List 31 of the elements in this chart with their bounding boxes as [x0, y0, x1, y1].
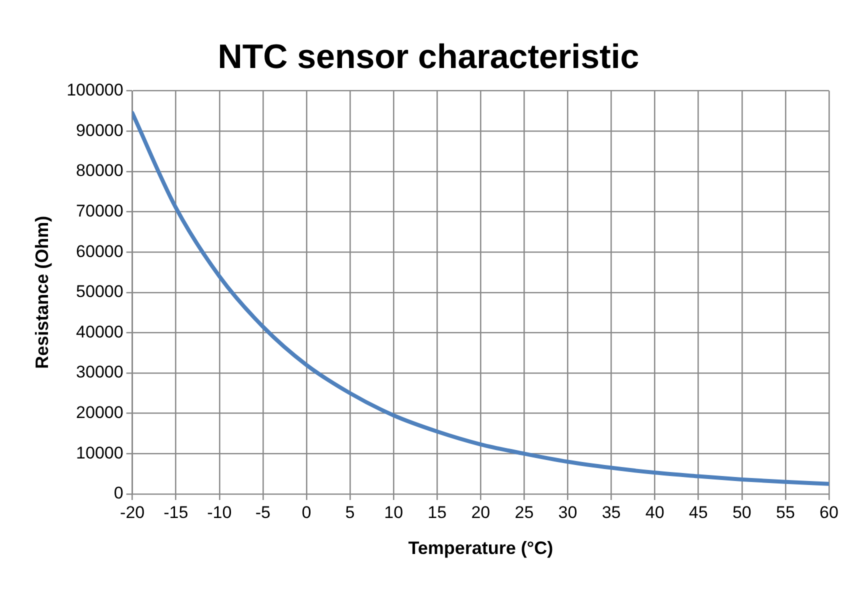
y-tick-label: 100000: [66, 80, 124, 100]
y-tick-label: 0: [114, 484, 124, 503]
y-tick-label: 40000: [76, 322, 124, 342]
x-tick-label: 20: [471, 502, 490, 522]
x-tick-label: 40: [645, 502, 664, 522]
x-tick-label: 50: [732, 502, 752, 522]
x-tick-label: 45: [688, 502, 708, 522]
y-axis-title: Resistance (Ohm): [32, 216, 52, 369]
y-tick-label: 70000: [76, 201, 124, 220]
y-tick-label: 20000: [76, 403, 124, 422]
x-axis-title: Temperature (°C): [408, 538, 554, 558]
y-tick-label: 10000: [76, 443, 124, 462]
x-tick-label: 0: [302, 502, 312, 522]
y-tick-label: 80000: [76, 161, 124, 180]
x-tick-label: 30: [558, 502, 578, 522]
y-tick-label: 50000: [76, 282, 124, 302]
y-tick-label: 60000: [76, 242, 124, 261]
x-tick-label: 35: [602, 502, 621, 522]
x-tick-label: -5: [255, 502, 271, 522]
x-tick-label: 55: [776, 502, 795, 522]
chart-title: NTC sensor characteristic: [218, 38, 640, 76]
x-tick-label: -20: [120, 502, 145, 522]
y-tick-label: 30000: [76, 362, 124, 382]
y-tick-label: 90000: [76, 120, 124, 140]
x-tick-label: 5: [345, 502, 355, 522]
x-tick-label: 60: [820, 502, 838, 522]
x-tick-label: 10: [384, 502, 404, 522]
x-tick-label: -15: [164, 502, 188, 522]
x-tick-label: -10: [207, 502, 232, 522]
x-tick-label: 25: [514, 502, 534, 522]
x-tick-label: 15: [428, 502, 447, 522]
